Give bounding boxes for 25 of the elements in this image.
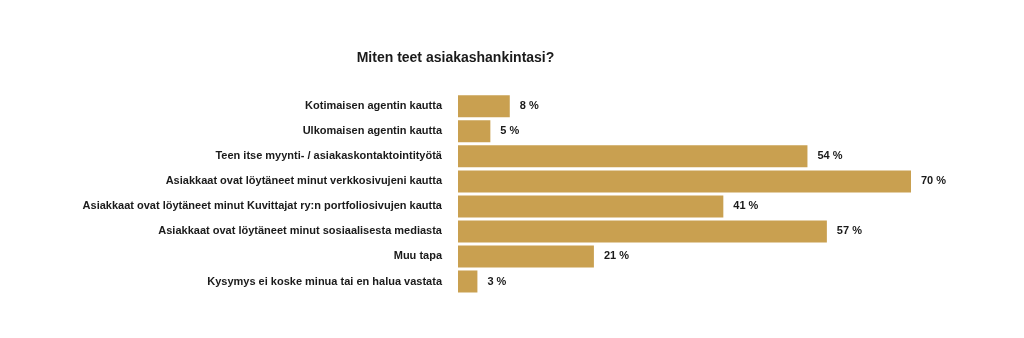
data-label: 57 % [836, 224, 863, 237]
y-tick-label: Asiakkaat ovat löytäneet minut sosiaalisesta mediasta [158, 224, 443, 237]
bar [458, 170, 911, 193]
data-label: 8 % [519, 99, 539, 112]
y-tick-label: Kotimaisen agentin kautta [305, 99, 443, 112]
bar [458, 220, 827, 243]
data-label: 5 % [500, 124, 520, 137]
bar [458, 120, 491, 143]
bar [458, 95, 510, 118]
bar [458, 245, 594, 268]
bar [458, 145, 808, 168]
y-tick-label: Teen itse myynti- / asiakaskontaktointityötä [215, 149, 443, 162]
y-tick-label: Kysymys ei koske minua tai en halua vastata [207, 274, 443, 287]
y-tick-label: Muu tapa [393, 249, 443, 262]
data-label: 54 % [817, 149, 843, 162]
bar [458, 195, 724, 218]
y-tick-label: Asiakkaat ovat löytäneet minut Kuvittajat ry:n portfoliosivujen kautta [82, 199, 443, 212]
y-tick-label: Asiakkaat ovat löytäneet minut verkkosivujeni kautta [165, 174, 443, 187]
data-label: 3 % [487, 274, 507, 287]
y-tick-label: Ulkomaisen agentin kautta [302, 124, 443, 137]
data-label: 21 % [603, 249, 630, 262]
chart-title: Miten teet asiakashankintasi? [356, 49, 555, 66]
bar [458, 270, 478, 293]
data-label: 70 % [921, 174, 947, 187]
data-label: 41 % [733, 199, 759, 212]
